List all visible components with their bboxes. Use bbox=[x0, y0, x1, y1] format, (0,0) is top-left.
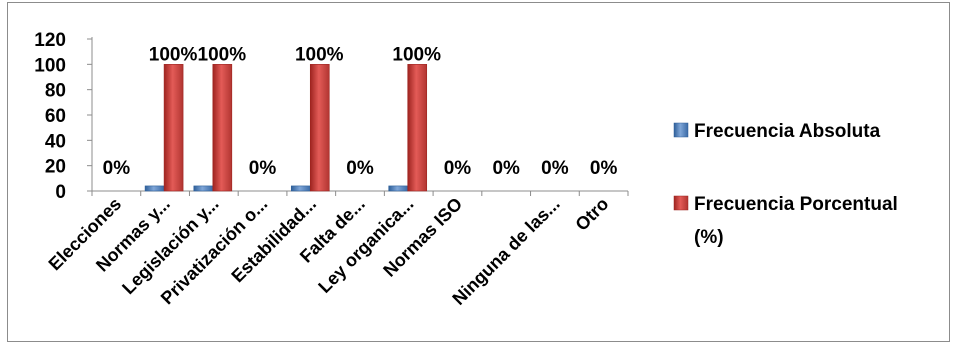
bar-percent bbox=[213, 64, 232, 191]
data-label: 0% bbox=[541, 158, 569, 179]
data-label: 0% bbox=[590, 158, 618, 179]
bars bbox=[145, 64, 427, 191]
data-label: 0% bbox=[103, 158, 131, 179]
legend-label-percent: Frecuencia Porcentual bbox=[694, 194, 898, 215]
category-label: Otro bbox=[571, 194, 612, 235]
y-tick-label: 40 bbox=[45, 131, 66, 152]
bar-percent bbox=[408, 64, 427, 191]
y-tick-label: 60 bbox=[45, 106, 66, 127]
category-label: Estabilidad... bbox=[227, 194, 320, 287]
bar-percent bbox=[164, 64, 183, 191]
bar-absolute bbox=[145, 186, 164, 191]
legend-label-percent-unit: (%) bbox=[694, 227, 724, 248]
y-tick-label: 100 bbox=[34, 55, 66, 76]
bar-absolute bbox=[194, 186, 213, 191]
data-label: 0% bbox=[444, 158, 472, 179]
data-label: 100% bbox=[198, 44, 247, 65]
bar-absolute bbox=[389, 186, 408, 191]
data-label: 0% bbox=[346, 158, 374, 179]
data-label: 100% bbox=[392, 44, 441, 65]
data-label: 100% bbox=[295, 44, 344, 65]
y-tick-label: 20 bbox=[45, 157, 66, 178]
legend-swatch-absolute bbox=[674, 123, 688, 137]
bar-percent bbox=[310, 64, 329, 191]
data-label: 100% bbox=[149, 44, 198, 65]
y-tick-label: 80 bbox=[45, 81, 66, 102]
legend-label-absolute: Frecuencia Absoluta bbox=[694, 121, 881, 142]
data-label: 0% bbox=[492, 158, 520, 179]
legend: Frecuencia Absoluta Frecuencia Porcentua… bbox=[674, 121, 898, 248]
y-tick-label: 0 bbox=[55, 182, 66, 203]
category-label: Ninguna de las... bbox=[448, 194, 563, 309]
legend-swatch-percent bbox=[674, 196, 688, 210]
y-tick-label: 120 bbox=[34, 30, 66, 51]
bar-absolute bbox=[291, 186, 310, 191]
data-label: 0% bbox=[249, 158, 277, 179]
